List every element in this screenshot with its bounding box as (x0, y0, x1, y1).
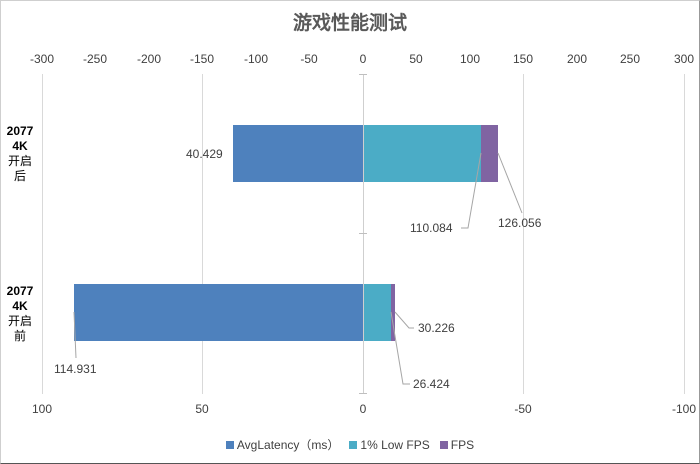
legend-label: FPS (450, 437, 475, 452)
category-label-before: 2077 4K 开启 前 (0, 284, 40, 344)
category-label-after: 2077 4K 开启 后 (0, 124, 40, 184)
zero-axis-line (363, 74, 364, 394)
legend: AvgLatency（ms） 1% Low FPS FPS (0, 436, 700, 453)
category-line: 4K (12, 139, 28, 153)
legend-item-avglatency[interactable]: AvgLatency（ms） (225, 436, 340, 453)
bottom-tick: 50 (195, 402, 209, 416)
bar-after-avglatency (233, 125, 363, 182)
data-label-after-avglatency: 40.429 (186, 147, 223, 161)
gridline (684, 74, 685, 394)
gridline (523, 74, 524, 394)
top-tick: 50 (409, 52, 423, 66)
bottom-tick: -50 (514, 402, 532, 416)
category-line: 开启 (7, 154, 32, 168)
data-label-before-avglatency: 114.931 (54, 362, 97, 376)
top-tick: -200 (136, 52, 162, 66)
legend-label: 1% Low FPS (360, 437, 430, 452)
data-label-before-fps: 30.226 (418, 321, 455, 335)
top-tick: -50 (300, 52, 318, 66)
axis-tick-mark (359, 233, 367, 234)
top-tick: 200 (566, 52, 588, 66)
bottom-tick: -100 (671, 402, 697, 416)
bar-before-1pct-low-fps (364, 284, 391, 341)
data-label-before-1pct-low-fps: 26.424 (413, 377, 450, 391)
top-tick: -250 (82, 52, 108, 66)
gridline (202, 74, 203, 394)
legend-swatch-icon (349, 440, 358, 449)
category-line: 4K (12, 299, 28, 313)
bar-after-1pct-low-fps (364, 125, 481, 182)
data-label-after-fps: 126.056 (498, 216, 542, 230)
bottom-tick: 100 (31, 402, 53, 416)
legend-swatch-icon (225, 440, 234, 449)
top-tick: 250 (619, 52, 641, 66)
bottom-tick: 0 (359, 402, 367, 416)
category-line: 开启 (7, 314, 32, 328)
legend-item-1pct-low-fps[interactable]: 1% Low FPS (349, 436, 430, 453)
axis-tick-mark (359, 393, 367, 394)
bar-after-fps (481, 125, 498, 182)
axis-tick-mark (359, 74, 367, 75)
top-tick: 0 (359, 52, 367, 66)
top-tick: 300 (673, 52, 695, 66)
legend-label: AvgLatency（ms） (236, 438, 340, 452)
legend-item-fps[interactable]: FPS (439, 436, 475, 453)
top-tick: -300 (29, 52, 55, 66)
bar-before-fps (391, 284, 395, 341)
category-line: 2077 (6, 124, 34, 138)
chart-title: 游戏性能测试 (292, 13, 407, 34)
category-line: 前 (13, 329, 26, 343)
top-tick: 100 (459, 52, 481, 66)
top-tick: -150 (189, 52, 215, 66)
data-label-after-1pct-low-fps: 110.084 (410, 221, 453, 235)
top-tick: 150 (512, 52, 534, 66)
gridline (42, 74, 43, 394)
legend-swatch-icon (439, 440, 448, 449)
category-line: 后 (13, 169, 26, 183)
top-tick: -100 (243, 52, 269, 66)
category-line: 2077 (6, 284, 34, 298)
bar-before-avglatency (74, 284, 363, 341)
